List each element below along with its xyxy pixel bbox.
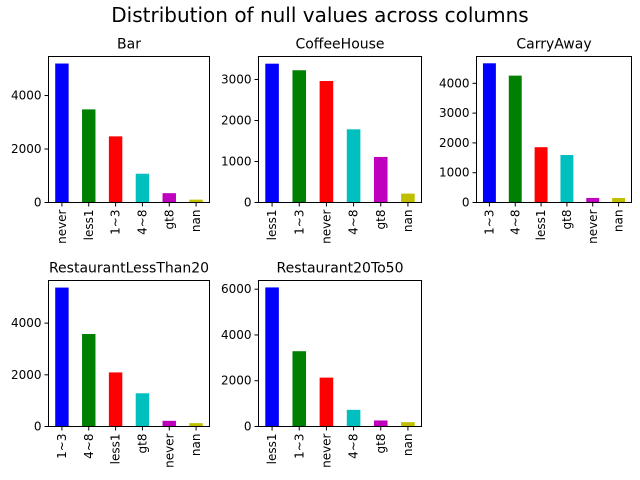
- y-tick-label: 0: [34, 196, 42, 210]
- y-tick-label: 2000: [439, 136, 470, 150]
- subplot-title: CoffeeHouse: [295, 37, 384, 53]
- bar-1~3: [292, 351, 307, 427]
- figure-title: Distribution of null values across colum…: [111, 3, 528, 27]
- x-tick-label: nan: [401, 210, 415, 233]
- x-tick-label: less1: [82, 210, 96, 241]
- y-tick-label: 3000: [221, 72, 252, 86]
- subplot-2: 0 1000 2000 3000 less1 1~3 never 4~8 gt8 nan Coffe…: [221, 37, 422, 244]
- axes-frame: [258, 56, 422, 203]
- bar-gt8: [373, 420, 388, 427]
- x-tick-label: never: [162, 433, 176, 467]
- axes-frame: [48, 280, 210, 427]
- y-tick-label: 0: [244, 420, 252, 434]
- y-tick-label: 0: [462, 196, 470, 210]
- x-tick-label: nan: [612, 210, 626, 233]
- bar-4~8: [82, 333, 96, 427]
- y-tick-label: 0: [244, 196, 252, 210]
- axes-frame: [48, 56, 210, 203]
- bar-1~3: [108, 136, 123, 203]
- bar-nan: [401, 422, 415, 427]
- bar-nan: [189, 199, 203, 203]
- bar-1~3: [55, 287, 69, 427]
- x-tick-label: 1~3: [292, 210, 306, 235]
- bar-never: [162, 420, 176, 427]
- axes-frame: [258, 280, 422, 427]
- x-tick-label: gt8: [374, 434, 388, 454]
- x-tick-label: less1: [534, 210, 548, 241]
- y-tick-label: 2000: [11, 368, 42, 382]
- bar-less1: [265, 287, 279, 427]
- bar-never: [319, 81, 334, 203]
- bar-1~3: [292, 70, 307, 203]
- x-tick-label: 4~8: [135, 210, 149, 235]
- y-tick-label: 2000: [221, 113, 252, 127]
- x-tick-label: less1: [265, 434, 279, 465]
- bar-nan: [612, 198, 626, 203]
- bar-never: [319, 377, 334, 427]
- bar-4~8: [346, 409, 361, 427]
- y-tick-label: 2000: [11, 142, 42, 156]
- bar-less1: [108, 372, 123, 427]
- y-tick-label: 3000: [439, 106, 470, 120]
- y-tick-label: 1000: [439, 166, 470, 180]
- bar-never: [586, 197, 600, 203]
- x-tick-label: 1~3: [482, 209, 496, 234]
- bar-4~8: [346, 129, 361, 203]
- x-tick-label: gt8: [162, 210, 176, 230]
- bar-nan: [189, 423, 203, 427]
- subplot-title: RestaurantLessThan20: [49, 261, 209, 277]
- x-tick-label: never: [319, 433, 333, 467]
- x-tick-label: nan: [189, 434, 203, 457]
- y-tick-label: 1000: [221, 154, 252, 168]
- bar-gt8: [560, 155, 574, 203]
- x-tick-label: 1~3: [55, 434, 69, 459]
- x-tick-label: 4~8: [347, 210, 361, 235]
- x-tick-label: less1: [265, 210, 279, 241]
- x-tick-label: gt8: [560, 210, 574, 230]
- y-tick-label: 4000: [11, 316, 42, 330]
- y-tick-label: 6000: [221, 282, 252, 296]
- x-tick-label: nan: [189, 210, 203, 233]
- bar-gt8: [135, 393, 150, 427]
- y-tick-label: 4000: [11, 89, 42, 103]
- x-tick-label: gt8: [135, 434, 149, 454]
- x-tick-label: never: [319, 209, 333, 243]
- x-tick-label: never: [586, 209, 600, 243]
- bar-nan: [401, 193, 415, 203]
- y-tick-label: 0: [34, 420, 42, 434]
- subplots: 0 2000 4000 never less1 1~3 4~8 gt8 nan Bar 0 1000 2…: [11, 37, 632, 468]
- x-tick-label: never: [55, 209, 69, 243]
- subplot-3: 0 1000 2000 3000 4000 1~3 4~8 less1 gt8 never nan C…: [439, 37, 632, 244]
- bar-less1: [534, 147, 548, 203]
- subplot-title: Restaurant20To50: [276, 261, 403, 277]
- bar-gt8: [373, 156, 388, 203]
- y-tick-label: 4000: [221, 328, 252, 342]
- bar-gt8: [162, 193, 176, 203]
- bar-1~3: [482, 63, 496, 203]
- x-tick-label: 1~3: [109, 210, 123, 235]
- x-tick-label: 4~8: [82, 434, 96, 459]
- bar-less1: [82, 109, 96, 203]
- bar-4~8: [508, 75, 522, 203]
- x-tick-label: nan: [401, 434, 415, 457]
- x-tick-label: gt8: [374, 210, 388, 230]
- bar-less1: [265, 63, 279, 203]
- x-tick-label: 4~8: [347, 434, 361, 459]
- x-tick-label: 1~3: [292, 434, 306, 459]
- y-tick-label: 2000: [221, 374, 252, 388]
- subplot-5: 0 2000 4000 6000 less1 1~3 never 4~8 gt8 nan Resta…: [221, 261, 422, 468]
- subplot-title: CarryAway: [516, 37, 591, 53]
- subplot-4: 0 2000 4000 1~3 4~8 less1 gt8 never nan Restauran…: [11, 261, 210, 468]
- y-tick-label: 4000: [439, 76, 470, 90]
- x-tick-label: 4~8: [508, 210, 522, 235]
- subplot-1: 0 2000 4000 never less1 1~3 4~8 gt8 nan Bar: [11, 37, 210, 244]
- axes-frame: [476, 56, 632, 203]
- bar-never: [55, 63, 69, 203]
- bar-4~8: [135, 173, 150, 203]
- subplot-title: Bar: [117, 37, 141, 53]
- x-tick-label: less1: [109, 434, 123, 465]
